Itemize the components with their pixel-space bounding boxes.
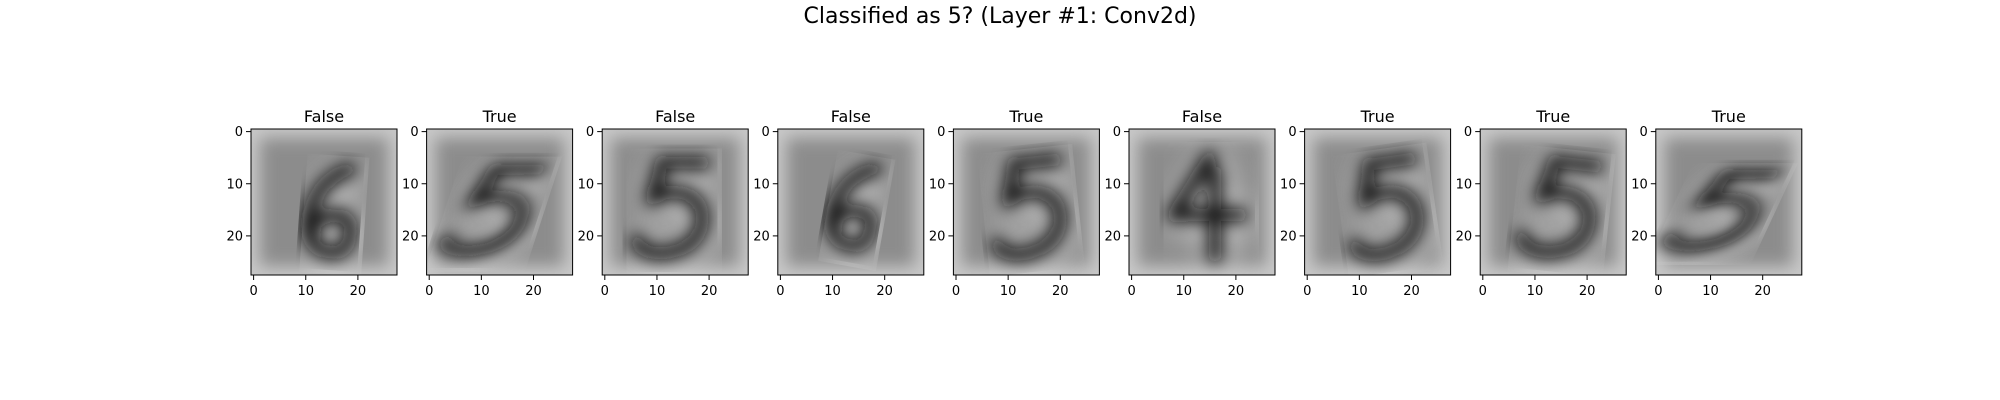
panel-title: True	[1711, 107, 1746, 126]
y-tick-label: 10	[1280, 177, 1297, 192]
y-tick-label: 20	[1631, 229, 1648, 244]
image-panel: False 0 10 20 0 10 20	[578, 107, 749, 299]
y-tick-label: 10	[1456, 177, 1473, 192]
x-tick-label: 10	[1175, 284, 1192, 299]
y-tick-label: 0	[1288, 125, 1296, 140]
y-tick-label: 0	[1640, 125, 1648, 140]
x-tick-label: 20	[1754, 284, 1771, 299]
figure-title: Classified as 5? (Layer #1: Conv2d)	[803, 4, 1197, 29]
digit-image	[777, 129, 924, 275]
image-panel: True 0 10 20 0 10 20	[929, 107, 1100, 299]
axes-frame	[426, 128, 574, 276]
image-panel: True 0 10 20 0 10 20	[1280, 107, 1452, 299]
x-tick-label: 10	[1000, 284, 1017, 299]
y-tick-label: 0	[586, 125, 594, 140]
panel-title: False	[1182, 107, 1222, 126]
panels: False 0 10 20 0 10 20 True 0 10 20 0 10 20 False 0 10 20 0…	[226, 107, 1803, 299]
panel-title: True	[1008, 107, 1043, 126]
x-tick-label: 20	[350, 284, 367, 299]
y-tick-label: 20	[929, 229, 946, 244]
y-tick-label: 0	[762, 125, 770, 140]
panel-title: False	[304, 107, 344, 126]
digit-image	[251, 129, 397, 275]
y-tick-label: 20	[1104, 229, 1121, 244]
image-panel: False 0 10 20 0 10 20	[753, 107, 925, 299]
y-tick-label: 10	[753, 177, 770, 192]
y-tick-label: 20	[402, 229, 419, 244]
x-tick-label: 0	[1654, 284, 1662, 299]
panel-title: True	[1360, 107, 1395, 126]
y-tick-label: 0	[1464, 125, 1472, 140]
x-tick-label: 10	[649, 284, 666, 299]
digit-image	[1655, 129, 1802, 275]
x-tick-label: 10	[473, 284, 490, 299]
digit-image	[1129, 129, 1275, 275]
x-tick-label: 10	[297, 284, 314, 299]
y-tick-label: 20	[578, 229, 595, 244]
y-tick-label: 0	[235, 125, 243, 140]
image-panel: True 0 10 20 0 10 20	[1456, 107, 1627, 299]
x-tick-label: 10	[824, 284, 841, 299]
axes-frame	[1479, 128, 1627, 276]
digit-image	[426, 129, 573, 275]
image-panel: True 0 10 20 0 10 20	[402, 107, 574, 299]
y-tick-label: 20	[1456, 229, 1473, 244]
digit-image	[1480, 129, 1627, 275]
x-tick-label: 0	[425, 284, 433, 299]
x-tick-label: 20	[1579, 284, 1596, 299]
y-tick-label: 10	[402, 177, 419, 192]
y-tick-label: 0	[937, 125, 945, 140]
x-tick-label: 0	[601, 284, 609, 299]
panel-title: False	[655, 107, 695, 126]
y-tick-label: 20	[1280, 229, 1297, 244]
y-tick-label: 10	[578, 177, 595, 192]
axes-frame	[777, 128, 925, 276]
axes-frame	[952, 128, 1100, 276]
x-tick-label: 10	[1351, 284, 1368, 299]
axes-frame	[1128, 128, 1276, 276]
x-tick-label: 0	[1303, 284, 1311, 299]
x-tick-label: 0	[952, 284, 960, 299]
axes-frame	[250, 128, 398, 276]
y-tick-label: 0	[1113, 125, 1121, 140]
axes-frame	[1655, 128, 1803, 276]
y-tick-label: 10	[226, 177, 243, 192]
axes-frame	[1304, 128, 1452, 276]
panel-title: True	[482, 107, 517, 126]
y-tick-label: 10	[1631, 177, 1648, 192]
panel-title: False	[831, 107, 871, 126]
y-tick-label: 0	[410, 125, 418, 140]
x-tick-label: 10	[1527, 284, 1544, 299]
y-tick-label: 10	[929, 177, 946, 192]
axes-frame	[601, 128, 749, 276]
x-tick-label: 20	[876, 284, 893, 299]
y-tick-label: 20	[226, 229, 243, 244]
y-tick-label: 20	[753, 229, 770, 244]
digit-image	[1304, 129, 1451, 275]
x-tick-label: 20	[1228, 284, 1245, 299]
x-tick-label: 0	[1127, 284, 1135, 299]
x-tick-label: 0	[776, 284, 784, 299]
x-tick-label: 0	[249, 284, 257, 299]
x-tick-label: 20	[701, 284, 718, 299]
image-panel: False 0 10 20 0 10 20	[1104, 107, 1276, 299]
image-panel: False 0 10 20 0 10 20	[226, 107, 398, 299]
x-tick-label: 20	[525, 284, 542, 299]
y-tick-label: 10	[1104, 177, 1121, 192]
x-tick-label: 0	[1479, 284, 1487, 299]
x-tick-label: 10	[1702, 284, 1719, 299]
digit-image	[953, 129, 1100, 275]
digit-image	[602, 129, 749, 275]
x-tick-label: 20	[1403, 284, 1420, 299]
panel-title: True	[1535, 107, 1570, 126]
image-panel: True 0 10 20 0 10 20	[1631, 107, 1803, 299]
x-tick-label: 20	[1052, 284, 1069, 299]
